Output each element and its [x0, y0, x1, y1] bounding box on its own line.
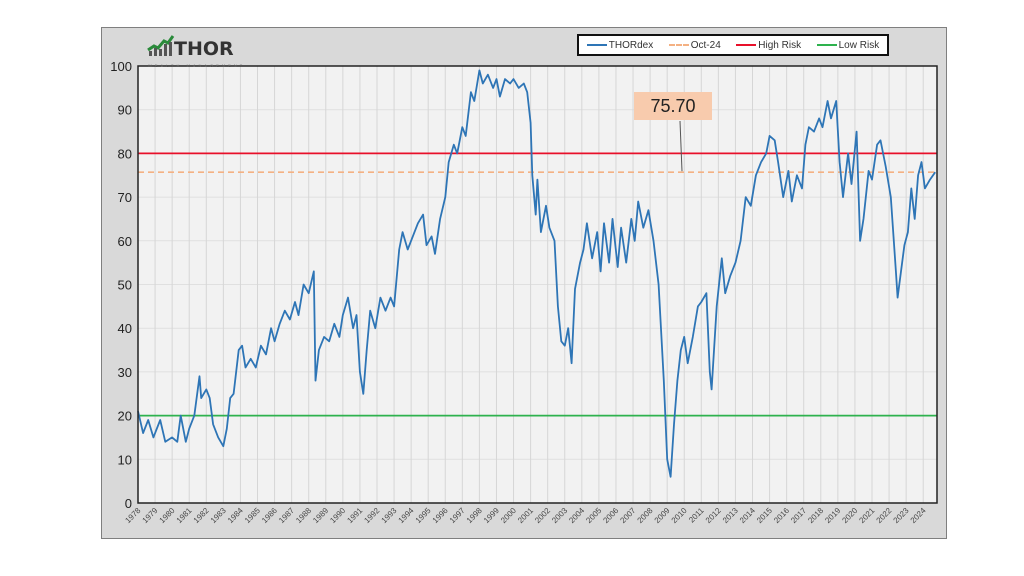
x-tick-label: 1981 [175, 506, 194, 525]
y-tick-label: 40 [118, 321, 132, 336]
plot-border [137, 65, 938, 504]
x-tick-label: 2024 [909, 506, 928, 525]
x-tick-label: 1992 [362, 506, 381, 525]
chart-frame: 0 10 20 30 40 50 60 70 80 90 100 1978 1979 1980 1981 19… [101, 27, 947, 539]
x-tick-label: 2005 [584, 506, 603, 525]
y-tick-label: 10 [118, 452, 132, 467]
x-tick-label: 1990 [328, 506, 347, 525]
x-tick-label: 2009 [653, 506, 672, 525]
legend: THORdex Oct-24 High Risk Low Risk [577, 34, 889, 56]
y-tick-label: 90 [118, 103, 132, 118]
chart-svg: 0102030405060708090100197819791980198119… [110, 59, 938, 525]
x-tick-label: 1987 [277, 506, 296, 525]
x-tick-label: 2012 [704, 506, 723, 525]
y-tick-label: 50 [118, 278, 132, 293]
x-tick-label: 1985 [243, 506, 262, 525]
legend-label: Oct-24 [690, 39, 721, 51]
x-tick-label: 2019 [823, 506, 842, 525]
y-tick-label: 70 [118, 190, 132, 205]
y-tick-label: 60 [118, 234, 132, 249]
x-tick-label: 1995 [414, 506, 433, 525]
legend-label: High Risk [758, 39, 802, 51]
x-tick-label: 1989 [311, 506, 330, 525]
x-tick-label: 2004 [567, 506, 586, 525]
logo-mark: THOR [147, 35, 234, 60]
x-tick-label: 1988 [294, 506, 313, 525]
x-tick-label: 2023 [892, 506, 911, 525]
legend-item-low-risk: Low Risk [816, 39, 880, 51]
x-tick-label: 1999 [482, 506, 501, 525]
y-tick-label: 20 [118, 409, 132, 424]
current-value-callout: 75.70 [634, 92, 712, 120]
x-tick-label: 2015 [755, 506, 774, 525]
x-tick-label: 1986 [260, 506, 279, 525]
x-tick-label: 1994 [397, 506, 416, 525]
x-tick-label: 2022 [875, 506, 894, 525]
x-tick-label: 1980 [158, 506, 177, 525]
x-tick-label: 2016 [772, 506, 791, 525]
y-tick-label: 0 [125, 496, 132, 511]
legend-label: THORdex [608, 39, 654, 51]
x-tick-label: 2003 [550, 506, 569, 525]
x-tick-label: 2020 [840, 506, 859, 525]
series-line-thordex [137, 69, 936, 478]
x-tick-label: 1991 [345, 506, 364, 525]
x-tick-label: 2017 [789, 506, 808, 525]
logo-text: THOR [174, 38, 234, 60]
x-tick-label: 2000 [499, 506, 518, 525]
x-tick-label: 1996 [431, 506, 450, 525]
x-tick-label: 2013 [721, 506, 740, 525]
callout-leader-line [679, 120, 683, 172]
logo-tagline: WEALTH MANAGEMENT [148, 63, 246, 68]
x-tick-label: 2001 [516, 506, 535, 525]
x-tick-label: 2006 [601, 506, 620, 525]
legend-item-oct-24: Oct-24 [668, 39, 721, 51]
x-tick-label: 2010 [670, 506, 689, 525]
x-tick-label: 2002 [533, 506, 552, 525]
x-tick-label: 2021 [857, 506, 876, 525]
x-tick-label: 1979 [141, 506, 160, 525]
x-tick-label: 2007 [618, 506, 637, 525]
x-tick-label: 1998 [465, 506, 484, 525]
y-tick-label: 80 [118, 146, 132, 161]
y-tick-label: 30 [118, 365, 132, 380]
x-tick-label: 1983 [209, 506, 228, 525]
x-tick-label: 2008 [636, 506, 655, 525]
logo: THOR WEALTH MANAGEMENT [146, 34, 261, 68]
x-tick-label: 1997 [448, 506, 467, 525]
x-tick-label: 2014 [738, 506, 757, 525]
legend-item-high-risk: High Risk [736, 40, 801, 51]
legend-label: Low Risk [838, 39, 880, 51]
x-tick-label: 1993 [380, 506, 399, 525]
legend-item-thordex: THORdex [586, 39, 654, 51]
x-tick-label: 1982 [192, 506, 211, 525]
x-tick-label: 2018 [806, 506, 825, 525]
x-tick-label: 1984 [226, 506, 245, 525]
x-tick-label: 2011 [687, 506, 706, 525]
y-tick-label: 100 [110, 59, 132, 74]
